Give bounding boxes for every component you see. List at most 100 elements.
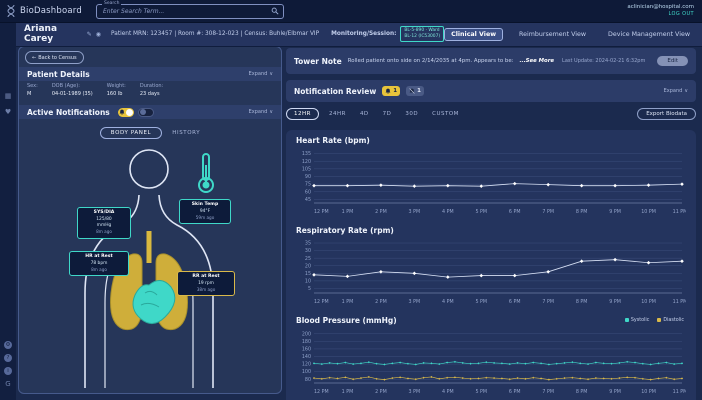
- svg-text:60: 60: [305, 189, 311, 195]
- notification-review-title: Notification Review: [294, 86, 377, 96]
- back-arrow-icon: ←: [32, 54, 37, 61]
- range-chip-4d[interactable]: 4D: [359, 111, 369, 117]
- tab-clinical-view[interactable]: Clinical View: [444, 27, 504, 41]
- see-more-link[interactable]: ...See More: [519, 58, 555, 64]
- svg-text:5 PM: 5 PM: [475, 389, 487, 395]
- search-box[interactable]: Search: [96, 0, 284, 19]
- patient-details-header: Patient Details Expand ∨: [19, 67, 281, 81]
- svg-text:5: 5: [308, 286, 311, 292]
- active-notifications-expand[interactable]: Expand ∨: [248, 109, 273, 115]
- app-logo: BioDashboard: [6, 4, 84, 18]
- skin-temp-callout[interactable]: Skin Temp 94°F 59m ago: [179, 199, 231, 225]
- svg-text:9 PM: 9 PM: [609, 299, 621, 305]
- monitoring-session-label: Monitoring/Session:: [331, 31, 397, 37]
- back-to-census-button[interactable]: ← Back to Census: [25, 51, 84, 64]
- view-tabs: Clinical View Reimbursement View Device Ma…: [444, 27, 696, 41]
- svg-text:12 PM: 12 PM: [314, 299, 329, 305]
- blood-pressure-mmhg-legend: Systolic Diastolic: [624, 318, 684, 323]
- patient-details-fields: Sex: M DOB (Age): 04-01-1989 (35) Weight: 160…: [27, 83, 163, 97]
- patients-icon[interactable]: ♥: [4, 108, 12, 116]
- body-diagram: [84, 149, 214, 388]
- blood-pressure-callout[interactable]: SYS/DIA 125/80 mmHg 8m ago: [77, 207, 131, 239]
- svg-text:120: 120: [302, 159, 311, 165]
- svg-text:3 PM: 3 PM: [409, 209, 421, 215]
- tower-note-title: Tower Note: [294, 56, 342, 66]
- heart-rate-bpm-block: Heart Rate (bpm) 45 60 75 90 105 120 135 12 PM 1 …: [294, 134, 688, 220]
- legend-diastolic[interactable]: Diastolic: [657, 318, 684, 323]
- respiratory-rate-callout[interactable]: RR at Rest 19 rpm 38m ago: [177, 271, 235, 297]
- legend-systolic[interactable]: Systolic: [624, 318, 649, 323]
- heart-shape: [132, 280, 176, 324]
- svg-text:4 PM: 4 PM: [442, 299, 454, 305]
- tab-history[interactable]: HISTORY: [172, 130, 201, 136]
- logout-link[interactable]: LOG OUT: [668, 11, 694, 18]
- dashboard-icon[interactable]: ▦: [4, 92, 12, 100]
- blood-pressure-mmhg-block: Blood Pressure (mmHg) Systolic Diastolic 80…: [294, 314, 688, 400]
- svg-text:5 PM: 5 PM: [475, 299, 487, 305]
- notification-review-expand[interactable]: Expand ∨: [663, 88, 688, 94]
- svg-text:8 PM: 8 PM: [576, 299, 588, 305]
- patient-details-expand[interactable]: Expand ∨: [248, 71, 273, 77]
- respiratory-rate-rpm-block: Respiratory Rate (rpm) 5 10 15 20 25 30 35 12 PM…: [294, 224, 688, 310]
- settings-icon[interactable]: ⚙: [4, 341, 12, 349]
- body-panel-tabs: BODY PANEL HISTORY: [19, 127, 281, 139]
- range-chip-24hr[interactable]: 24HR: [328, 111, 346, 117]
- chevron-down-icon: ∨: [269, 71, 273, 77]
- search-icon[interactable]: [271, 7, 279, 15]
- edit-patient-icon[interactable]: ✎: [86, 30, 92, 38]
- svg-text:2 PM: 2 PM: [375, 389, 387, 395]
- tab-device-management-view[interactable]: Device Management View: [608, 30, 690, 38]
- monitoring-session-badge[interactable]: BL-5-890 · Ward BL-12 (IC53007): [400, 26, 445, 42]
- language-icon[interactable]: G: [5, 380, 11, 388]
- heart-rate-callout[interactable]: HR at Rest 78 bpm 8m ago: [69, 251, 129, 277]
- range-chip-30d[interactable]: 30D: [405, 111, 419, 117]
- tower-note-text: Rolled patient onto side on 2/14/2035 at…: [347, 58, 514, 64]
- range-chip-custom[interactable]: CUSTOM: [432, 111, 459, 117]
- svg-text:12 PM: 12 PM: [314, 209, 329, 215]
- svg-text:11 PM: 11 PM: [673, 209, 686, 215]
- thermometer-icon: [198, 153, 214, 193]
- blood-pressure-mmhg-title: Blood Pressure (mmHg): [296, 316, 397, 325]
- svg-text:15: 15: [305, 271, 311, 277]
- dna-logo-icon: [7, 4, 15, 18]
- svg-text:10 PM: 10 PM: [641, 389, 656, 395]
- bell-off-icon: [409, 88, 415, 94]
- svg-text:10: 10: [305, 278, 311, 284]
- svg-text:25: 25: [305, 256, 311, 262]
- svg-text:135: 135: [302, 151, 311, 157]
- range-chip-7d[interactable]: 7D: [382, 111, 392, 117]
- svg-text:180: 180: [302, 339, 311, 345]
- notifications-off-toggle[interactable]: [137, 107, 154, 117]
- monitor-line-1: BL-5-890 · Ward: [404, 28, 440, 34]
- tab-body-panel[interactable]: BODY PANEL: [99, 127, 163, 139]
- range-chip-12hr[interactable]: 12HR: [286, 108, 319, 120]
- back-label: Back to Census: [38, 54, 77, 61]
- info-icon[interactable]: i: [4, 367, 12, 375]
- left-icon-rail: ▦ ♥ ⚙ ? i G: [0, 22, 16, 400]
- export-biodata-button[interactable]: Export Biodata: [637, 108, 696, 120]
- help-icon[interactable]: ?: [4, 354, 12, 362]
- patient-profile-icon[interactable]: ◉: [95, 30, 102, 38]
- edit-note-button[interactable]: Edit: [657, 56, 688, 66]
- svg-text:80: 80: [305, 377, 311, 383]
- user-area: aclinician@hospital.com LOG OUT: [627, 4, 694, 17]
- svg-text:2 PM: 2 PM: [375, 209, 387, 215]
- svg-text:200: 200: [302, 331, 311, 337]
- patient-details-title: Patient Details: [27, 69, 90, 79]
- tab-reimbursement-view[interactable]: Reimbursement View: [519, 30, 587, 38]
- muted-alerts-chip[interactable]: 1: [406, 86, 424, 96]
- svg-text:10 PM: 10 PM: [641, 299, 656, 305]
- active-alerts-chip[interactable]: 1: [382, 86, 401, 96]
- search-input[interactable]: [101, 6, 271, 16]
- svg-text:12 PM: 12 PM: [314, 389, 329, 395]
- search-label: Search: [102, 0, 122, 6]
- notifications-on-toggle[interactable]: [117, 107, 134, 117]
- svg-text:7 PM: 7 PM: [542, 209, 554, 215]
- patient-header-bar: Ariana Carey ✎ ◉ Patient MRN: 123457 | R…: [16, 22, 702, 47]
- patient-field-weight: Weight: 160 lb: [106, 83, 126, 97]
- app-name: BioDashboard: [20, 6, 82, 16]
- patient-name: Ariana Carey: [24, 24, 58, 44]
- svg-text:1 PM: 1 PM: [342, 209, 354, 215]
- svg-text:120: 120: [302, 362, 311, 368]
